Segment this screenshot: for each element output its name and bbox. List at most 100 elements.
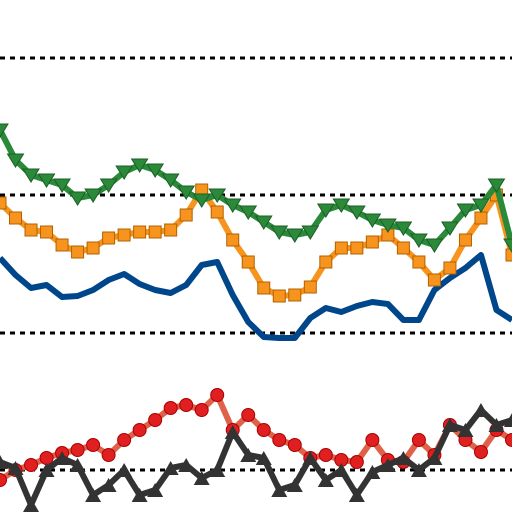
marker: [395, 451, 412, 465]
marker: [0, 473, 7, 487]
marker: [68, 191, 87, 206]
marker: [394, 221, 413, 236]
marker: [270, 225, 289, 240]
marker: [271, 483, 288, 497]
marker: [287, 438, 302, 452]
marker: [115, 165, 134, 180]
marker: [39, 451, 54, 465]
marker: [24, 223, 38, 237]
marker: [38, 463, 55, 477]
marker: [441, 418, 458, 432]
marker: [254, 215, 273, 230]
marker: [239, 205, 258, 220]
marker: [474, 211, 488, 225]
marker: [333, 463, 350, 477]
marker: [208, 188, 227, 203]
marker: [226, 233, 240, 247]
marker: [349, 455, 364, 469]
marker: [257, 281, 271, 295]
marker: [472, 403, 489, 417]
marker: [117, 433, 132, 447]
marker: [209, 463, 226, 477]
marker: [316, 203, 335, 218]
marker: [116, 463, 133, 477]
marker: [148, 413, 163, 427]
marker: [241, 255, 255, 269]
marker: [179, 208, 193, 222]
series-line: [0, 187, 512, 299]
marker: [192, 193, 211, 208]
marker: [319, 255, 333, 269]
marker: [40, 225, 54, 239]
marker: [441, 221, 459, 236]
marker: [285, 228, 304, 243]
marker: [224, 425, 241, 439]
marker: [210, 205, 224, 219]
marker: [100, 478, 117, 492]
marker: [22, 168, 40, 183]
marker: [332, 198, 351, 213]
marker: [365, 433, 380, 447]
marker: [71, 245, 85, 259]
marker: [146, 163, 165, 178]
marker: [456, 203, 475, 218]
marker: [164, 223, 178, 237]
marker: [411, 433, 426, 447]
marker: [0, 455, 8, 469]
marker: [458, 233, 472, 247]
marker: [472, 198, 490, 213]
marker: [6, 153, 25, 168]
marker: [24, 458, 39, 472]
marker: [23, 498, 40, 512]
marker: [379, 458, 396, 472]
marker: [101, 448, 116, 462]
marker: [210, 388, 225, 402]
marker: [378, 218, 397, 233]
marker: [412, 255, 426, 269]
marker: [69, 458, 86, 472]
marker: [396, 241, 410, 255]
marker: [503, 238, 512, 253]
marker: [364, 465, 381, 479]
marker: [240, 448, 257, 462]
marker: [70, 443, 85, 457]
marker: [365, 235, 379, 249]
marker: [86, 438, 101, 452]
marker: [363, 213, 382, 228]
marker: [272, 433, 287, 447]
marker: [0, 196, 7, 210]
marker: [37, 173, 56, 188]
marker: [347, 205, 366, 220]
marker: [288, 288, 302, 302]
marker: [443, 261, 457, 275]
marker: [487, 178, 506, 193]
marker: [55, 238, 69, 252]
marker: [286, 478, 303, 492]
marker: [131, 488, 148, 502]
series-line: [0, 252, 512, 341]
marker: [177, 185, 196, 200]
marker: [256, 423, 271, 437]
marker: [178, 458, 195, 472]
marker: [130, 158, 149, 173]
marker: [426, 451, 443, 465]
marker: [162, 461, 179, 475]
marker: [54, 451, 71, 465]
marker: [163, 401, 178, 415]
marker: [303, 280, 317, 294]
marker: [505, 248, 512, 262]
marker: [255, 451, 272, 465]
marker: [193, 471, 210, 485]
marker: [318, 448, 333, 462]
marker: [161, 173, 180, 188]
series-line: [0, 407, 512, 508]
marker: [301, 225, 320, 240]
marker: [272, 289, 286, 303]
marker: [504, 413, 512, 427]
marker: [410, 233, 428, 248]
marker: [488, 418, 505, 432]
marker: [317, 473, 334, 487]
marker: [9, 211, 23, 225]
marker: [102, 231, 116, 245]
